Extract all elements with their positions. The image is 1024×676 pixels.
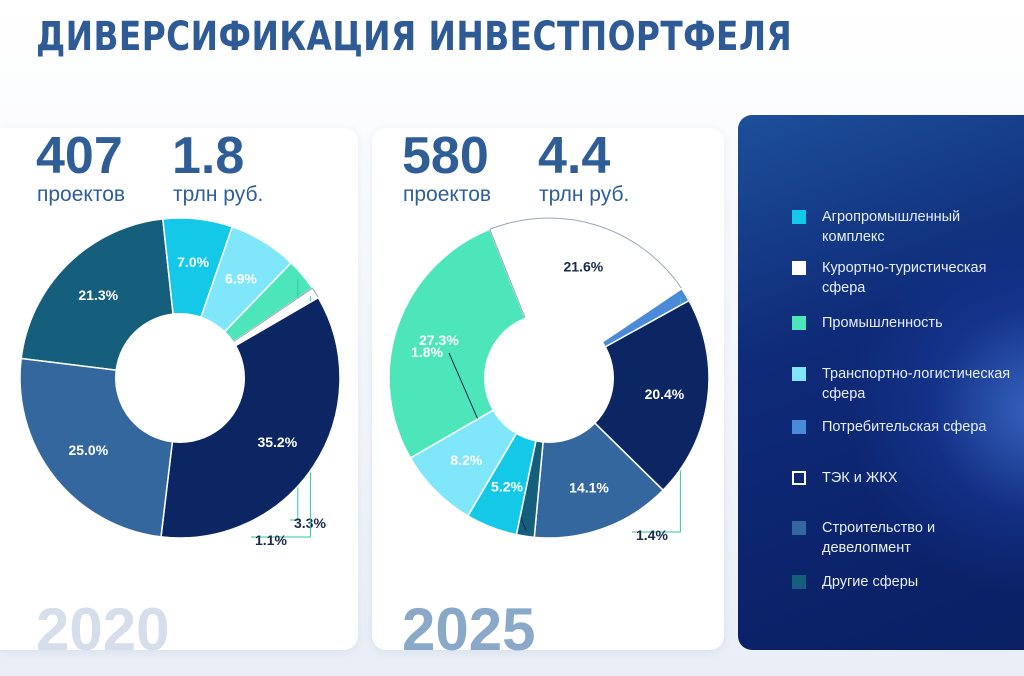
data-label: 35.2% — [257, 434, 297, 450]
data-label: 5.2% — [491, 479, 523, 495]
legend-swatch — [792, 316, 806, 330]
data-label: 1.4% — [636, 527, 668, 543]
year-label-2020: 2020 — [36, 596, 170, 663]
data-label: 21.3% — [78, 287, 118, 303]
projects-label-2025: проектов — [403, 183, 492, 206]
data-label: 25.0% — [68, 442, 108, 458]
pie-slice — [547, 299, 710, 492]
amount-value-2020: 1.8 — [172, 127, 245, 185]
donut-hole — [484, 313, 614, 443]
legend-swatch — [792, 367, 806, 381]
data-label: 7.0% — [177, 254, 209, 270]
legend-swatch — [792, 261, 806, 275]
legend-label: Агропромышленный комплекс — [822, 209, 961, 245]
projects-label-2020: проектов — [37, 183, 126, 206]
projects-count-2020: 407 — [36, 127, 123, 185]
pie-slice — [160, 296, 341, 539]
data-label: 14.1% — [569, 479, 609, 495]
legend-label: ТЭК и ЖКХ — [822, 470, 898, 486]
data-label: 1.8% — [411, 344, 443, 360]
legend-panel: Агропромышленный комплекс Курортно-турис… — [738, 115, 1024, 650]
legend-label: Транспортно-логистическая сфера — [822, 366, 1011, 402]
legend-swatch — [792, 210, 806, 224]
data-label: 1.1% — [255, 532, 287, 548]
amount-label-2025: трлн руб. — [539, 183, 630, 206]
amount-value-2025: 4.4 — [538, 127, 611, 185]
projects-count-2025: 580 — [402, 127, 489, 185]
page-title: ДИВЕРСИФИКАЦИЯ ИНВЕСТПОРТФЕЛЯ — [36, 14, 793, 60]
legend-label: Другие сферы — [822, 574, 919, 590]
legend-label: Курортно-туристическая сфера — [822, 260, 987, 296]
legend-label: Потребительская сфера — [822, 419, 987, 435]
data-label: 27.3% — [419, 332, 459, 348]
year-label-2025: 2025 — [402, 596, 536, 663]
amount-label-2020: трлн руб. — [173, 183, 264, 206]
legend-swatch — [792, 521, 806, 535]
data-label: 21.6% — [564, 259, 604, 275]
data-label: 20.4% — [645, 386, 685, 402]
legend-label: Строительство и девелопмент — [822, 520, 936, 556]
donut-hole — [115, 313, 245, 443]
legend-swatch — [792, 575, 806, 589]
data-label: 6.9% — [225, 271, 257, 287]
legend-swatch — [792, 420, 806, 434]
legend-swatch — [792, 471, 806, 485]
legend-label: Промышленность — [822, 315, 943, 331]
data-label: 8.2% — [450, 452, 482, 468]
